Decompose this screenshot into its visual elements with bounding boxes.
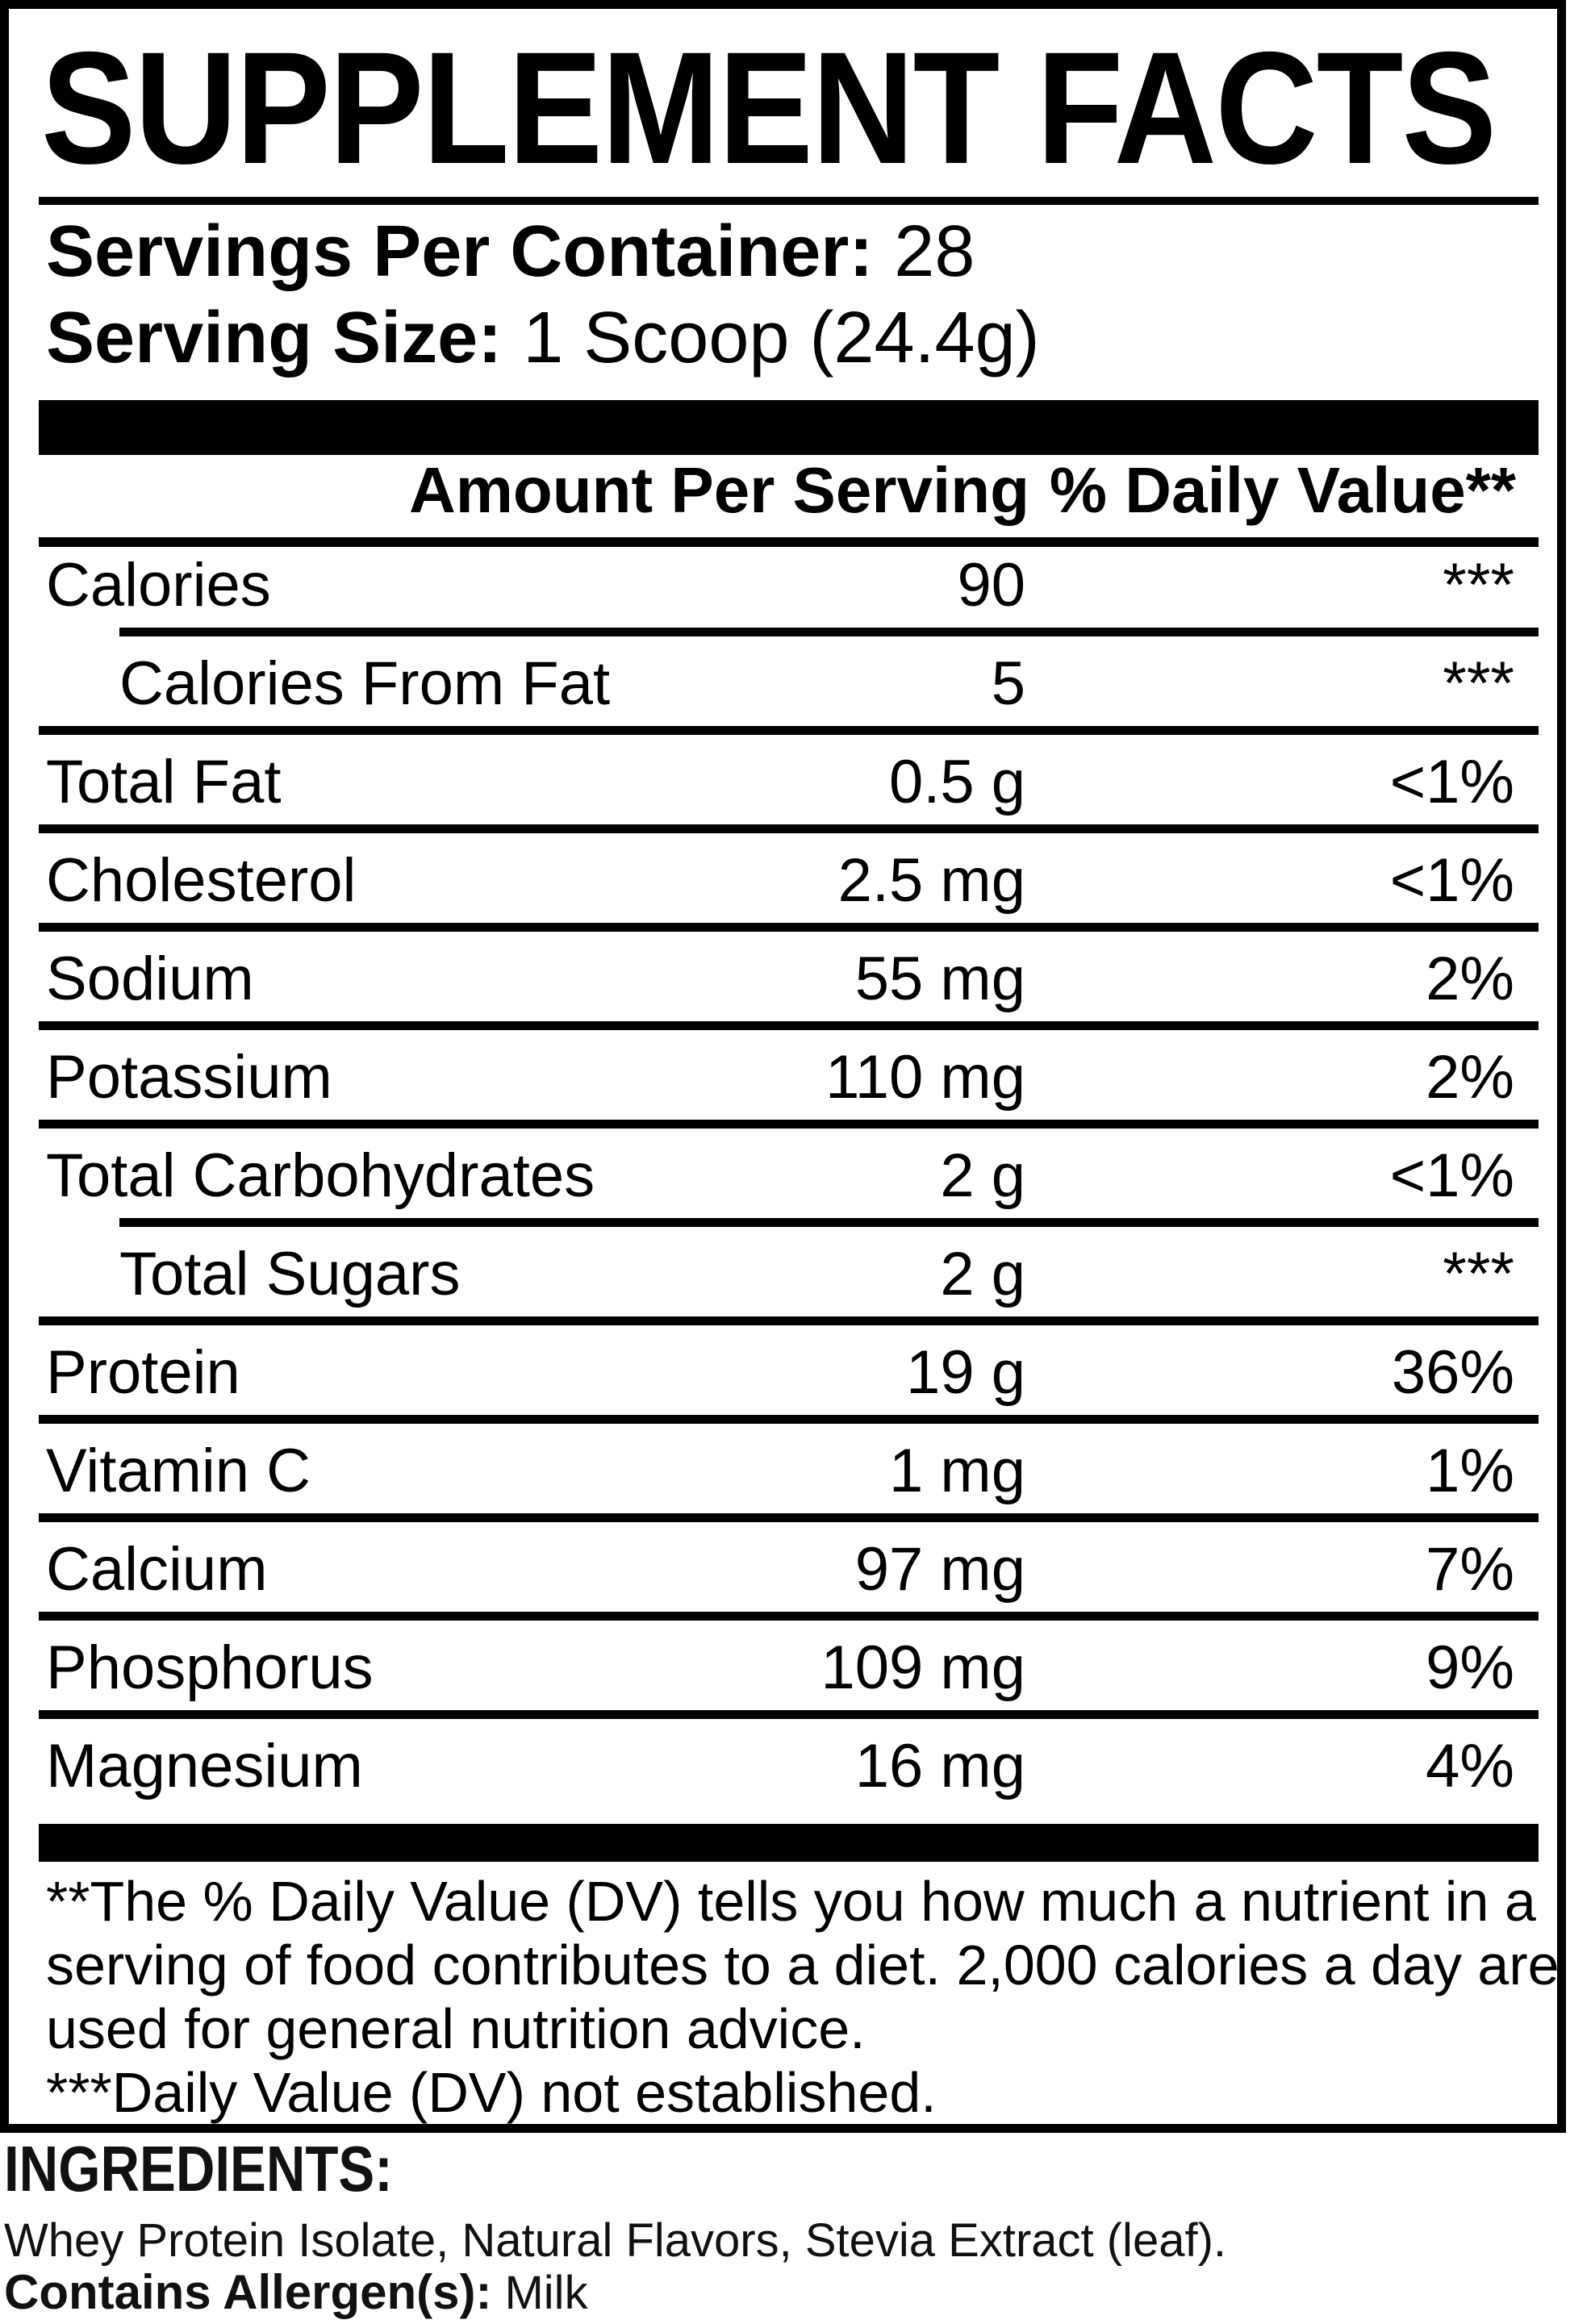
nutrient-dv: *** [1443, 1240, 1514, 1308]
nutrient-name: Calories [46, 551, 271, 620]
serving-size-value: 1 Scoop (24.4g) [523, 298, 1040, 378]
servings-per-container-line: Servings Per Container: 28 [46, 209, 1040, 295]
nutrient-table: Calories 90 *** Calories From Fat 5 *** … [9, 547, 1570, 1826]
table-row: Calcium 97 mg 7% [9, 1531, 1570, 1629]
nutrient-amount: 55 mg [854, 945, 1025, 1013]
nutrient-amount: 19 g [906, 1338, 1025, 1407]
nutrient-name: Total Fat [46, 748, 282, 816]
table-row: Phosphorus 109 mg 9% [9, 1629, 1570, 1728]
table-row: Total Carbohydrates 2 g <1% [9, 1137, 1570, 1236]
thick-divider-top [39, 400, 1539, 455]
serving-size-label: Serving Size: [46, 298, 503, 378]
table-row: Cholesterol 2.5 mg <1% [9, 842, 1570, 941]
table-row: Protein 19 g 36% [9, 1334, 1570, 1433]
nutrient-dv: 1% [1426, 1437, 1514, 1505]
nutrient-name: Total Sugars [119, 1240, 461, 1308]
footnote-line: serving of food contributes to a diet. 2… [46, 1934, 1560, 1996]
table-row: Magnesium 16 mg 4% [9, 1728, 1570, 1826]
nutrient-dv: *** [1443, 551, 1514, 620]
thick-divider-bottom [39, 1824, 1539, 1862]
nutrient-name: Calories From Fat [119, 649, 611, 718]
allergen-line: Contains Allergen(s): Milk [4, 2268, 588, 2317]
nutrient-amount: 5 [991, 649, 1025, 718]
nutrient-amount: 2 g [940, 1141, 1025, 1210]
nutrient-name: Sodium [46, 945, 254, 1013]
table-row: Total Fat 0.5 g <1% [9, 744, 1570, 842]
nutrient-name: Magnesium [46, 1732, 363, 1800]
daily-value-footnote: **The % Daily Value (DV) tells you how m… [46, 1870, 1560, 2125]
nutrient-amount: 1 mg [889, 1437, 1025, 1505]
table-column-header: Amount Per Serving % Daily Value** [9, 458, 1570, 523]
footnote-line: used for general nutrition advice. [46, 1997, 866, 2060]
table-row: Potassium 110 mg 2% [9, 1039, 1570, 1137]
nutrient-amount: 0.5 g [888, 748, 1025, 816]
nutrient-name: Potassium [46, 1043, 332, 1112]
footnote-line: ***Daily Value (DV) not established. [46, 2061, 937, 2124]
servings-per-container-label: Servings Per Container: [46, 211, 874, 292]
nutrient-amount: 97 mg [854, 1535, 1025, 1604]
nutrient-name: Total Carbohydrates [46, 1141, 595, 1210]
table-row: Calories From Fat 5 *** [9, 645, 1570, 744]
table-row: Total Sugars 2 g *** [9, 1236, 1570, 1334]
servings-per-container-value: 28 [894, 211, 975, 292]
nutrient-name: Vitamin C [46, 1437, 311, 1505]
nutrient-name: Cholesterol [46, 846, 357, 915]
daily-value-header: % Daily Value** [1049, 454, 1516, 526]
ingredients-heading: INGREDIENTS: [4, 2133, 393, 2205]
nutrient-dv: 2% [1426, 1043, 1514, 1112]
nutrient-dv: *** [1443, 649, 1514, 718]
header-divider [39, 537, 1539, 547]
nutrient-name: Calcium [46, 1535, 268, 1604]
nutrient-dv: 4% [1426, 1732, 1514, 1800]
amount-per-serving-header: Amount Per Serving [408, 454, 1029, 526]
allergen-label: Contains Allergen(s): [4, 2265, 492, 2319]
nutrient-dv: <1% [1389, 1141, 1514, 1210]
nutrient-dv: 2% [1426, 945, 1514, 1013]
table-row: Sodium 55 mg 2% [9, 941, 1570, 1039]
table-row: Vitamin C 1 mg 1% [9, 1433, 1570, 1531]
nutrient-name: Protein [46, 1338, 240, 1407]
table-row: Calories 90 *** [9, 547, 1570, 645]
supplement-facts-panel: SUPPLEMENT FACTS Servings Per Container:… [0, 0, 1566, 2133]
footnote-line: **The % Daily Value (DV) tells you how m… [46, 1870, 1536, 1933]
nutrient-dv: 36% [1391, 1338, 1514, 1407]
title-divider [39, 197, 1539, 205]
nutrient-amount: 16 mg [854, 1732, 1025, 1800]
panel-title: SUPPLEMENT FACTS [41, 19, 1497, 197]
nutrient-dv: 9% [1426, 1633, 1514, 1702]
serving-size-line: Serving Size: 1 Scoop (24.4g) [46, 295, 1040, 382]
allergen-value: Milk [504, 2267, 588, 2319]
nutrient-amount: 2 g [940, 1240, 1025, 1308]
nutrient-amount: 110 mg [825, 1043, 1025, 1112]
nutrient-dv: 7% [1426, 1535, 1514, 1604]
nutrient-dv: <1% [1389, 748, 1514, 816]
nutrient-amount: 109 mg [820, 1633, 1026, 1702]
nutrient-dv: <1% [1389, 846, 1514, 915]
nutrient-amount: 90 [957, 551, 1025, 620]
serving-info: Servings Per Container: 28 Serving Size: 1… [46, 209, 1040, 382]
nutrient-name: Phosphorus [46, 1633, 374, 1702]
ingredients-list: Whey Protein Isolate, Natural Flavors, S… [4, 2214, 1226, 2267]
nutrient-amount: 2.5 mg [837, 846, 1025, 915]
